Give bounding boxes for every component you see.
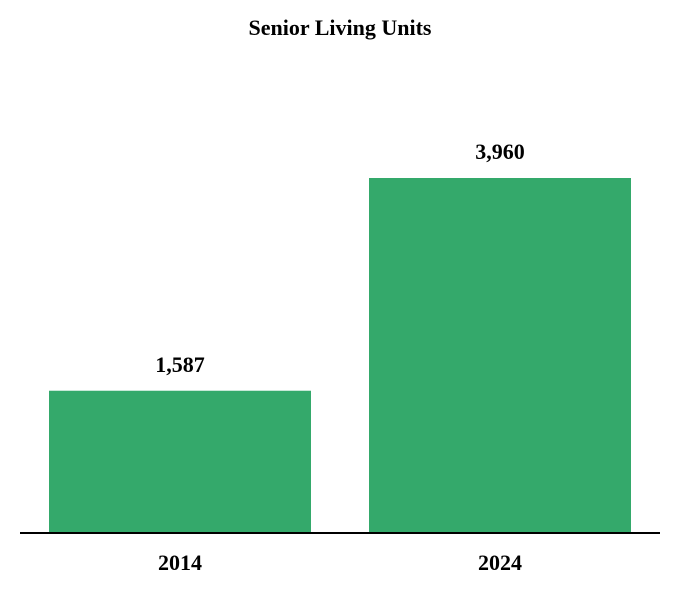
chart-title: Senior Living Units [249, 15, 432, 40]
bar [49, 390, 311, 533]
value-label: 1,587 [155, 352, 205, 377]
x-tick-label: 2024 [478, 550, 522, 575]
value-label: 3,960 [475, 139, 525, 164]
bar [369, 178, 631, 533]
x-tick-label: 2014 [158, 550, 202, 575]
